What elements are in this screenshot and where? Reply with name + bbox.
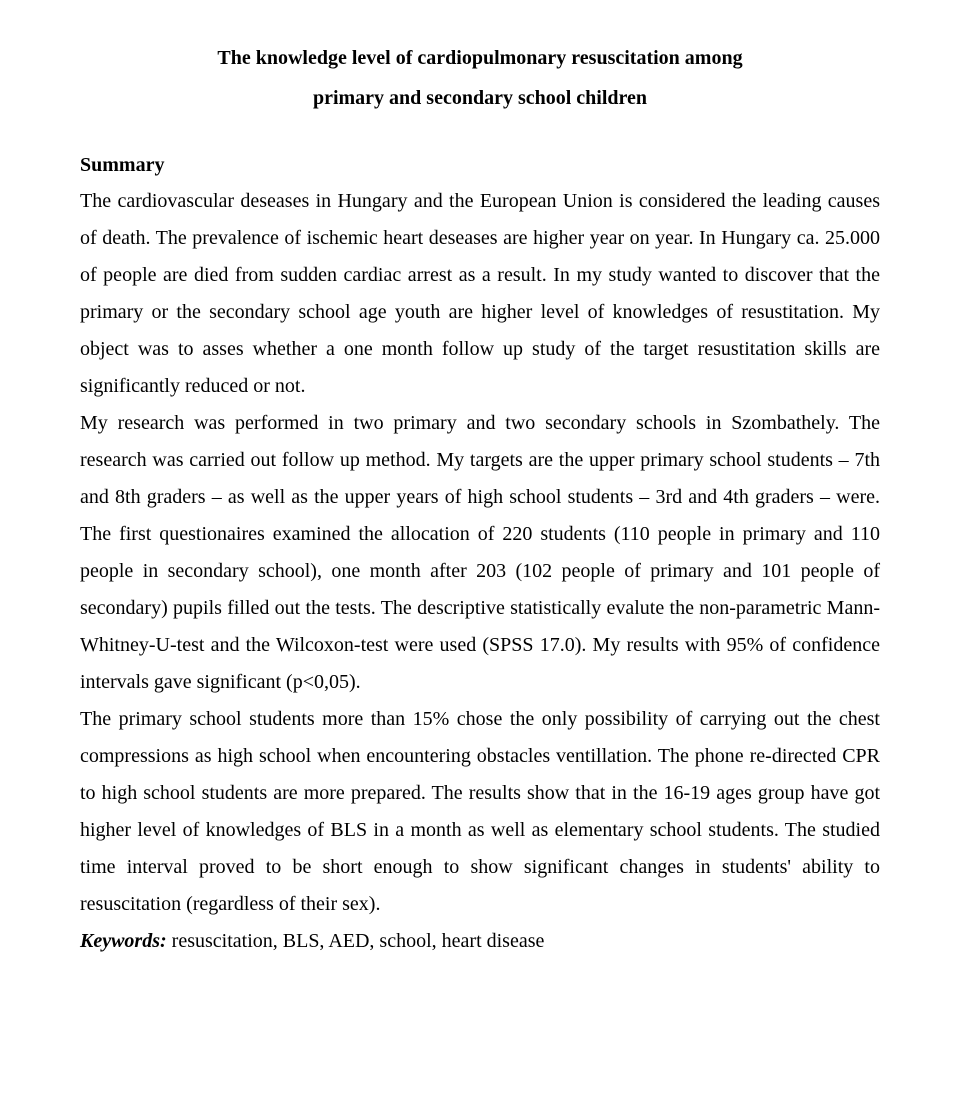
paragraph-1: The cardiovascular deseases in Hungary a…	[80, 190, 880, 397]
title-line-1: The knowledge level of cardiopulmonary r…	[217, 47, 742, 69]
document-title: The knowledge level of cardiopulmonary r…	[80, 38, 880, 118]
paragraph-2: My research was performed in two primary…	[80, 412, 880, 693]
title-line-2: primary and secondary school children	[313, 87, 647, 109]
keywords-text: resuscitation, BLS, AED, school, heart d…	[167, 930, 545, 952]
keywords-label: Keywords:	[80, 930, 167, 952]
summary-heading: Summary	[80, 154, 880, 177]
body-text: The cardiovascular deseases in Hungary a…	[80, 183, 880, 960]
paragraph-3: The primary school students more than 15…	[80, 708, 880, 915]
page-container: The knowledge level of cardiopulmonary r…	[0, 0, 960, 1000]
